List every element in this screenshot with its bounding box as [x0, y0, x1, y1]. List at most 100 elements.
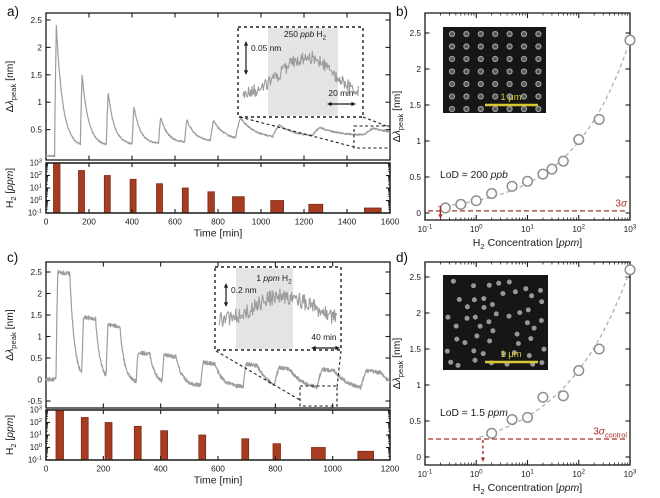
tspan: 1 — [530, 224, 534, 231]
data-point — [455, 198, 467, 210]
tspan: 0.5 — [409, 416, 421, 426]
tspan: 2 — [9, 196, 18, 200]
tspan: ] — [5, 168, 16, 171]
sem-nanodot — [538, 287, 543, 293]
tspan: 2 — [288, 278, 292, 285]
tspan: 1.5 — [409, 344, 421, 354]
panel-label-c: c) — [7, 250, 19, 265]
x-tick-label: 102 — [572, 224, 585, 234]
h2-pulse-bar — [129, 178, 137, 214]
tspan: 1 — [37, 97, 42, 107]
sem-nanodot — [464, 315, 470, 321]
sem-nanodot — [526, 353, 532, 359]
lod-label: LoD = 200 ppb — [440, 170, 508, 181]
sem-nanodot — [535, 43, 542, 50]
tspan: 10 — [418, 224, 428, 234]
inset-concentration-label: 1 ppm H2 — [256, 273, 292, 285]
sem-nanodot — [531, 325, 537, 331]
tspan: Δ — [5, 354, 16, 361]
tspan: ppm — [558, 482, 580, 494]
h2-pulse-bar — [160, 430, 168, 461]
sem-nanodot — [477, 68, 484, 75]
y-axis-label: Δλpeak [nm] — [392, 91, 405, 143]
x-tick-label: 1400 — [338, 217, 357, 227]
tspan: 10 — [30, 406, 39, 415]
tspan: σ — [621, 198, 628, 209]
tspan: ppm — [5, 170, 16, 191]
sem-nanodot — [463, 68, 470, 75]
tspan: 1 μm — [500, 92, 521, 103]
x-tick-label: 101 — [521, 469, 534, 479]
tspan: 2 — [480, 487, 484, 496]
tspan: 200 — [82, 217, 96, 227]
sem-nanodot — [463, 93, 470, 100]
data-point — [557, 155, 569, 167]
tspan: 1400 — [338, 217, 357, 227]
sem-nanodot — [445, 314, 451, 320]
sem-nanodot — [528, 336, 534, 342]
tspan: 2 — [582, 224, 586, 231]
sem-nanodot — [463, 43, 470, 50]
sem-nanodot — [480, 351, 486, 357]
tspan: Δ — [392, 135, 403, 142]
x-tick-label: 800 — [211, 217, 225, 227]
sem-nanodot — [487, 338, 493, 344]
y-axis-label: Δλpeak [nm] — [5, 309, 18, 361]
tspan: 1200 — [295, 217, 314, 227]
sem-nanodot — [463, 30, 470, 38]
sem-nanodot — [506, 279, 512, 285]
tspan: 1 — [530, 469, 534, 476]
sem-nanodot — [520, 93, 528, 100]
sem-nanodot — [481, 296, 487, 302]
sem-nanodot — [535, 30, 542, 38]
tspan: ppm — [262, 273, 279, 283]
sem-nanodot — [448, 80, 456, 88]
tspan: Δ — [392, 382, 403, 389]
sem-nanodot — [471, 283, 476, 289]
tspan: [ — [5, 191, 16, 197]
tspan: -1 — [427, 469, 433, 476]
sem-nanodot — [535, 80, 542, 88]
x-tick-label: 1000 — [323, 464, 342, 474]
data-point — [557, 390, 569, 402]
sem-nanodot — [524, 320, 530, 326]
sem-nanodot — [492, 93, 499, 100]
y-tick-label: 1 — [416, 136, 421, 146]
lod-label: LoD = 1.5 ppm — [440, 408, 508, 419]
sem-nanodot — [535, 105, 542, 113]
sem-nanodot — [481, 305, 487, 310]
tspan: 0 — [416, 208, 421, 218]
sem-nanodot — [477, 80, 484, 88]
tspan: H — [5, 201, 16, 208]
y-tick-label: 0 — [416, 452, 421, 462]
x-tick-label: 600 — [211, 464, 225, 474]
tspan: 10 — [28, 209, 37, 218]
threshold-label: 3σcontrol — [593, 427, 627, 440]
sem-nanodot — [472, 314, 478, 320]
sem-inset — [443, 275, 548, 370]
y-axis-label: H2 [ppm] — [5, 168, 18, 208]
sem-nanodot — [448, 93, 456, 100]
tspan: 250 — [284, 29, 300, 39]
tspan: 1 μm — [500, 349, 521, 360]
tspan: [nm] — [5, 61, 16, 84]
tspan: 2 — [37, 42, 42, 52]
data-point — [537, 168, 549, 180]
y-axis-label: H2 [ppm] — [5, 415, 18, 455]
inset-hscale-label: 40 min — [311, 332, 336, 342]
sem-nanodot — [541, 346, 547, 352]
exposure-band — [268, 28, 338, 116]
sem-nanodot — [477, 55, 484, 63]
tspan: 10 — [624, 224, 634, 234]
arrowhead — [335, 345, 340, 351]
tspan: 600 — [168, 217, 182, 227]
y-tick-label: 1.5 — [30, 70, 42, 80]
tspan: 0 — [416, 452, 421, 462]
tspan: 2.5 — [409, 28, 421, 38]
sem-nanodot — [448, 30, 456, 38]
x-tick-label: 10-1 — [418, 469, 433, 479]
sem-nanodot — [535, 93, 542, 100]
y-tick-label: 0 — [416, 208, 421, 218]
tspan: -1 — [427, 224, 433, 231]
